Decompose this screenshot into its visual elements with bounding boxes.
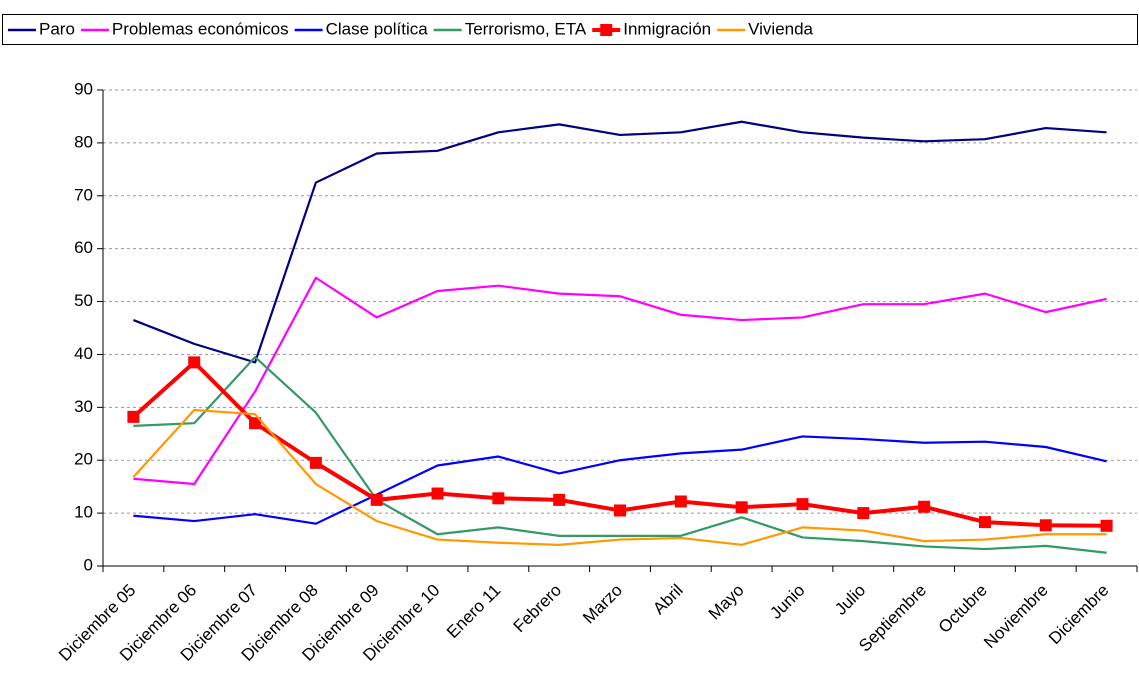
x-tick-label: Febrero (510, 581, 566, 637)
y-tick-label: 0 (84, 555, 93, 574)
legend-label: Problemas económicos (112, 19, 289, 38)
y-tick-label: 90 (74, 79, 93, 98)
marker (1039, 519, 1052, 532)
marker (249, 417, 262, 430)
y-tick-label: 60 (74, 238, 93, 257)
x-tick-label: Octubre (935, 581, 991, 637)
x-tick-label: Marzo (579, 581, 626, 628)
x-tick-label: Julio (831, 581, 869, 619)
y-tick-label: 20 (74, 450, 93, 469)
legend-marker (600, 24, 613, 36)
marker (1100, 519, 1113, 532)
marker (309, 456, 322, 469)
series-line (133, 120, 1107, 364)
marker (918, 500, 931, 513)
y-tick-label: 10 (74, 503, 93, 522)
marker (735, 501, 748, 514)
legend-label: Paro (39, 19, 75, 38)
marker (796, 498, 809, 511)
legend-box (2, 14, 1138, 45)
y-tick-label: 40 (74, 344, 93, 363)
y-tick-label: 70 (74, 185, 93, 204)
marker (127, 410, 140, 423)
x-tick-label: Mayo (705, 581, 748, 624)
x-tick-label: Enero 11 (443, 581, 504, 642)
series-line (133, 435, 1107, 525)
x-tick-label: Abril (649, 581, 686, 618)
y-tick-label: 80 (74, 132, 93, 151)
marker (431, 487, 444, 500)
marker (674, 495, 687, 508)
marker (553, 493, 566, 506)
series-line (132, 408, 1107, 546)
y-tick-label: 30 (74, 397, 93, 416)
x-tick-label: Diciembre (1045, 581, 1113, 649)
legend-label: Clase política (326, 19, 429, 38)
series-line (133, 276, 1107, 486)
legend-label: Inmigración (623, 19, 711, 38)
marker (370, 493, 383, 506)
series-line (132, 360, 1107, 528)
legend-label: Terrorismo, ETA (465, 19, 587, 38)
marker (978, 516, 991, 529)
legend-label: Vivienda (748, 19, 813, 38)
x-tick-label: Noviembre (980, 581, 1052, 653)
marker (614, 504, 626, 517)
marker (188, 356, 201, 369)
marker (492, 492, 505, 505)
marker (857, 507, 870, 520)
x-tick-label: Junio (766, 581, 808, 623)
series-line (133, 355, 1107, 554)
y-tick-label: 50 (74, 291, 93, 310)
